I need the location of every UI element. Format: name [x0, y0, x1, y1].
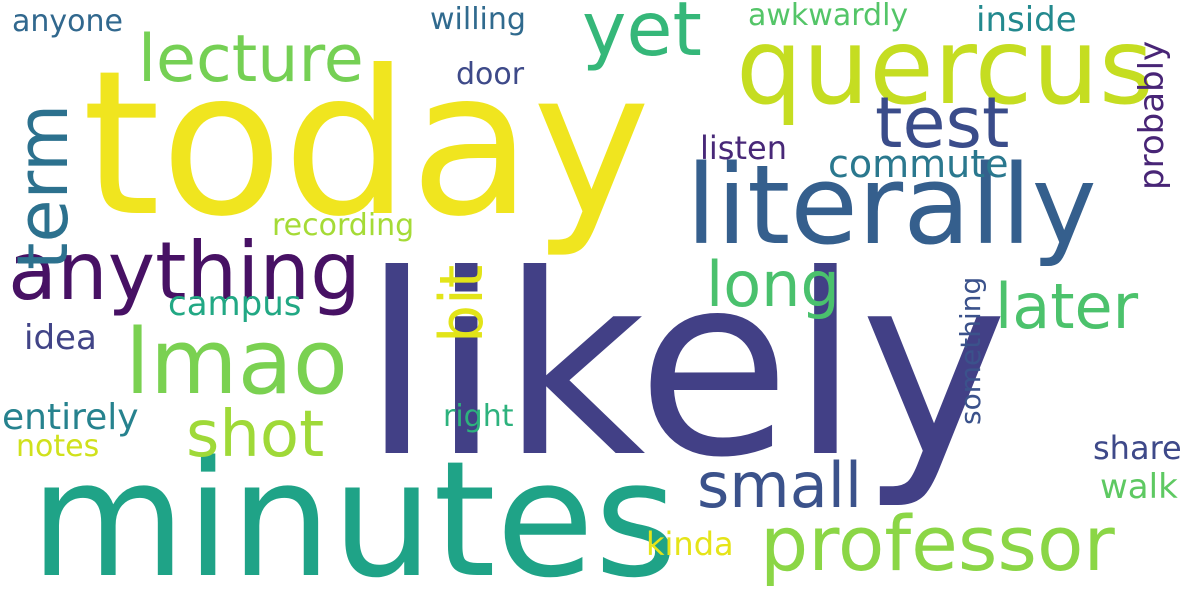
word-door: door [456, 57, 525, 92]
word-notes: notes [16, 429, 100, 464]
word-minutes: minutes [30, 426, 678, 600]
word-share: share [1093, 429, 1182, 467]
word-likely: likely [362, 221, 1008, 512]
word-lmao: lmao [125, 310, 348, 415]
word-right: right [443, 399, 514, 434]
word-literally: literally [686, 141, 1097, 269]
word-awkwardly: awkwardly [748, 0, 909, 33]
word-willing: willing [430, 2, 526, 37]
word-term: term [2, 103, 84, 270]
word-kinda: kinda [646, 525, 734, 563]
word-commute: commute [828, 142, 1009, 186]
word-small: small [697, 449, 863, 522]
word-probably: probably [1132, 40, 1172, 190]
word-quercus: quercus [736, 6, 1154, 128]
word-lecture: lecture [138, 22, 364, 97]
word-entirely: entirely [2, 397, 139, 438]
word-professor: professor [760, 499, 1115, 588]
word-campus: campus [168, 284, 302, 324]
word-inside: inside [976, 0, 1077, 40]
word-test: test [875, 82, 1010, 164]
word-walk: walk [1100, 467, 1178, 507]
word-something: something [954, 276, 987, 425]
word-later: later [995, 270, 1139, 343]
word-today: today [82, 28, 651, 261]
word-recording: recording [272, 208, 415, 243]
word-anything: anything [8, 225, 361, 318]
word-idea: idea [24, 318, 97, 358]
word-shot: shot [186, 398, 325, 472]
word-yet: yet [582, 0, 702, 73]
word-long: long [706, 248, 840, 321]
word-listen: listen [700, 129, 787, 167]
word-bit: bit [427, 264, 497, 343]
word-anyone: anyone [12, 4, 123, 39]
